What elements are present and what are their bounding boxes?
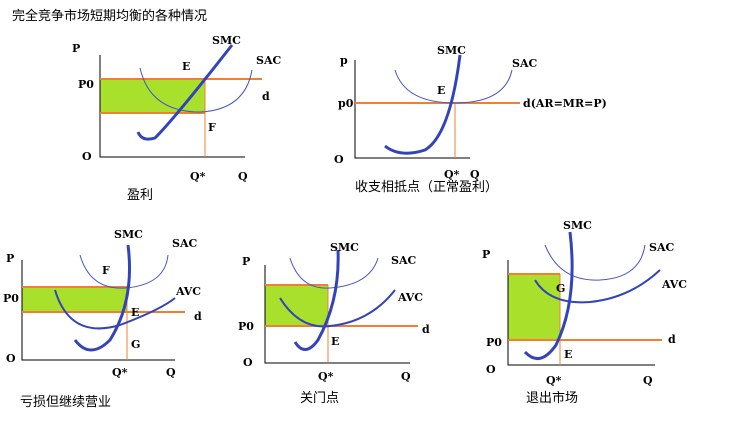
label: P0 — [486, 336, 502, 349]
label: d — [422, 323, 430, 336]
axes — [21, 260, 175, 361]
smc-curve — [523, 231, 574, 361]
axes — [507, 260, 655, 366]
label: SAC — [649, 241, 674, 254]
label: E — [437, 84, 445, 97]
panel-profit: P P0 O Q* Q d E SMC SAC F 盈利 — [72, 34, 281, 203]
label: O — [334, 153, 344, 166]
label: Q — [470, 168, 480, 181]
label: E — [131, 306, 139, 319]
label: P — [6, 252, 14, 265]
label: Q* — [190, 170, 206, 183]
label: SMC — [212, 34, 241, 47]
label: SAC — [512, 57, 537, 70]
label: Q — [238, 170, 248, 183]
smc-curve — [384, 54, 462, 155]
label: SAC — [256, 54, 281, 67]
axes — [354, 60, 470, 159]
caption: 收支相抵点（正常盈利） — [355, 180, 498, 195]
label: SMC — [114, 228, 143, 241]
label: G — [556, 282, 565, 295]
label: E — [182, 60, 190, 73]
label: Q* — [546, 374, 562, 387]
label: G — [131, 338, 140, 351]
profit-area — [100, 79, 205, 113]
label: SMC — [330, 241, 359, 254]
sac-curve — [289, 257, 379, 289]
avc-curve — [534, 269, 661, 304]
avc-curve — [54, 289, 176, 330]
label: P — [482, 248, 490, 261]
label: E — [564, 348, 572, 361]
label: P0 — [78, 78, 94, 91]
caption: 亏损但继续营业 — [20, 395, 111, 410]
label: P0 — [3, 292, 19, 305]
label: O — [82, 150, 92, 163]
loss-area — [22, 287, 127, 312]
loss-area — [265, 285, 328, 326]
label: d(AR=MR=P) — [523, 97, 607, 110]
label: O — [486, 363, 496, 376]
caption: 退出市场 — [526, 390, 578, 406]
label: AVC — [661, 278, 687, 291]
label: d — [194, 310, 202, 323]
label: d — [262, 90, 270, 103]
label: AVC — [397, 291, 423, 304]
label: p — [340, 54, 348, 67]
label: Q — [166, 366, 176, 379]
panel-breakeven: p p0 O Q* Q d(AR=MR=P) E SMC SAC 收支相抵点（正… — [334, 44, 607, 195]
label: Q — [401, 370, 411, 383]
label: O — [6, 352, 16, 365]
label: SMC — [437, 44, 466, 57]
sac-curve — [394, 69, 513, 104]
label: P — [72, 42, 80, 55]
avc-curve — [279, 289, 396, 328]
sac-curve — [79, 254, 169, 289]
label: P — [242, 255, 250, 268]
label: AVC — [175, 285, 201, 298]
label: SMC — [563, 219, 592, 232]
label: F — [208, 121, 216, 134]
panel-shutdown: P P0 O Q* Q d E SMC SAC AVC 关门点 — [238, 241, 430, 406]
title: 完全竞争市场短期均衡的各种情况 — [12, 8, 207, 24]
label: Q* — [112, 366, 128, 379]
axes — [99, 55, 245, 158]
caption: 关门点 — [300, 391, 339, 406]
label: P0 — [238, 320, 254, 333]
label: p0 — [338, 97, 354, 110]
label: E — [331, 335, 339, 348]
panel-exit: P P0 O Q* Q d E SMC SAC AVC G 退出市场 — [482, 219, 687, 406]
smc-curve — [73, 244, 131, 352]
smc-curve — [293, 249, 340, 351]
loss-area — [508, 274, 560, 340]
sac-curve — [139, 67, 253, 113]
label: SAC — [172, 237, 197, 250]
sac-curve — [544, 244, 646, 281]
panel-loss: P P0 O Q* Q d E SMC SAC AVC F G 亏损但继续营业 — [3, 228, 202, 410]
label: SAC — [391, 254, 416, 267]
smc-curve — [136, 44, 234, 141]
label: Q — [643, 374, 653, 387]
label: d — [668, 333, 676, 346]
label: Q* — [318, 370, 334, 383]
caption: 盈利 — [127, 188, 153, 203]
axes — [264, 265, 410, 364]
label: F — [102, 264, 110, 277]
label: O — [243, 356, 253, 369]
label: Q* — [444, 168, 460, 181]
